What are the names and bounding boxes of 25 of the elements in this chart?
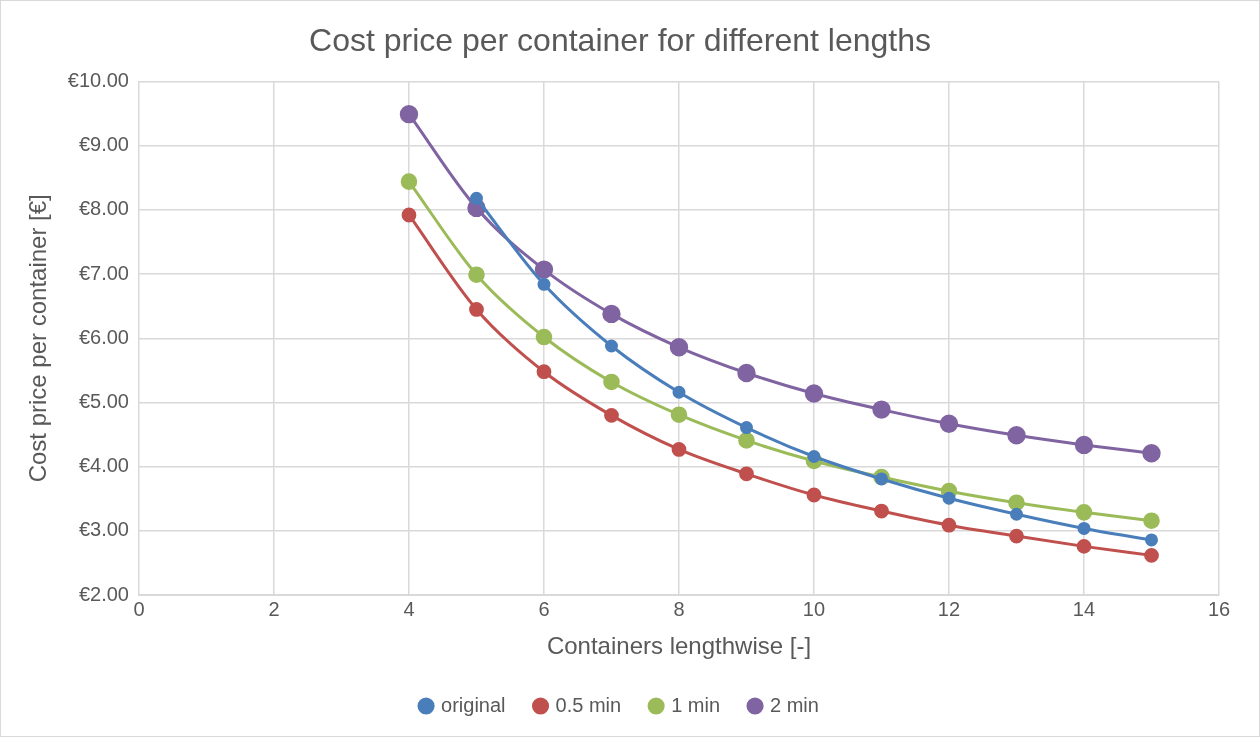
y-axis-title: Cost price per container [€] [24, 194, 52, 483]
y-tick-label: €3.00 [78, 518, 129, 541]
y-tick-label: €7.00 [78, 261, 129, 284]
y-tick-label: €10.00 [67, 68, 129, 91]
chart-title: Cost price per container for different lengths [309, 22, 931, 59]
y-tick-label: €4.00 [78, 454, 129, 477]
legend-label: 2 min [770, 693, 819, 716]
legend-label: original [441, 693, 506, 716]
x-tick-label: 0 [133, 597, 145, 620]
y-tick-label: €8.00 [78, 197, 129, 220]
legend-label: 0.5 min [555, 693, 622, 716]
x-tick-label: 10 [802, 597, 826, 620]
y-tick-label: €9.00 [78, 133, 129, 156]
y-tick-label: €2.00 [78, 582, 129, 605]
x-tick-label: 12 [937, 597, 961, 620]
x-tick-label: 2 [268, 597, 280, 620]
x-tick-label: 8 [673, 597, 685, 620]
x-tick-label: 4 [403, 597, 415, 620]
x-axis-title: Containers lengthwise [-] [546, 632, 812, 660]
legend-label: 1 min [671, 693, 721, 716]
y-tick-label: €6.00 [78, 325, 129, 348]
x-tick-label: 14 [1072, 597, 1096, 620]
x-tick-label: 6 [538, 597, 550, 620]
y-tick-label: €5.00 [78, 390, 129, 413]
x-tick-label: 16 [1207, 597, 1231, 620]
